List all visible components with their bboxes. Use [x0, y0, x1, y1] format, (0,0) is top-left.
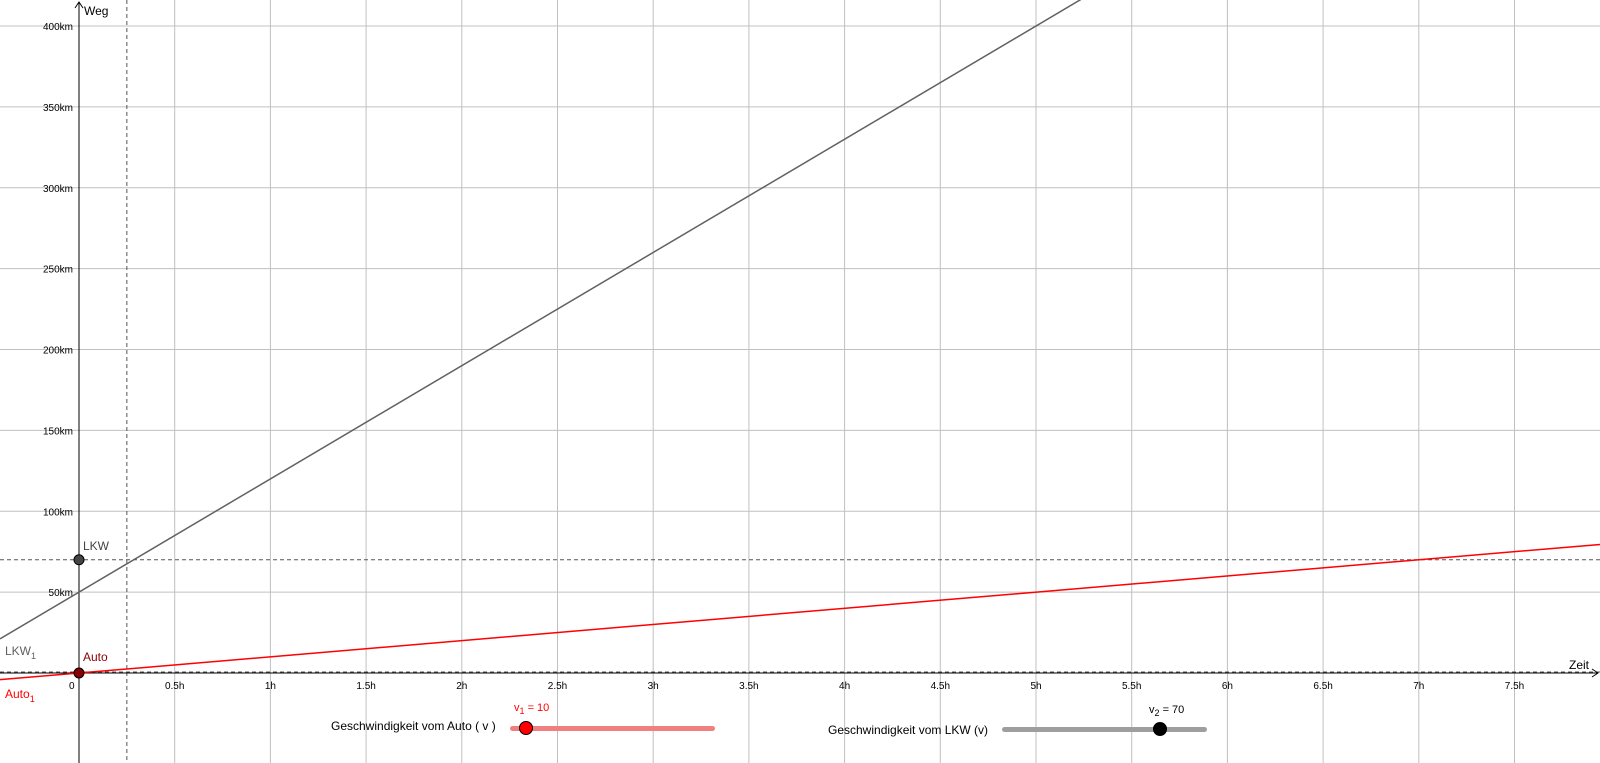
slider-v1-track[interactable] [510, 726, 715, 731]
x-tick-label: 5h [1030, 681, 1041, 692]
y-tick-label: 350km [43, 103, 73, 114]
x-tick-label: 3h [648, 681, 659, 692]
tick-labels: 0 0.5h 1h 1.5h 2h 2.5h 3h 3.5h 4h 4.5h 5h 5.5h 6h 6.5… [43, 22, 1524, 692]
slider-v1-knob[interactable] [519, 721, 534, 735]
x-tick-label: 1h [265, 681, 276, 692]
x-tick-label: 4h [839, 681, 850, 692]
line-lkw [0, 0, 1082, 640]
x-tick-label: 7.5h [1505, 681, 1524, 692]
slider-v2-caption: Geschwindigkeit vom LKW (v) [828, 723, 989, 737]
line-lkw-label: LKW1 [5, 644, 36, 661]
x-axis-arrow [1591, 668, 1599, 678]
line-auto-label: Auto1 [5, 687, 35, 704]
x-axis-label: Zeit [1569, 658, 1590, 672]
x-tick-label: 0.5h [165, 681, 184, 692]
y-tick-label: 100km [43, 507, 73, 518]
y-axis-label: Weg [84, 4, 108, 18]
x-tick-label: 1.5h [356, 681, 375, 692]
y-tick-label: 300km [43, 184, 73, 195]
y-tick-label: 400km [43, 22, 73, 33]
point-lkw [73, 554, 85, 566]
y-tick-label: 150km [43, 426, 73, 437]
y-tick-label: 200km [43, 346, 73, 357]
x-tick-label: 7h [1413, 681, 1424, 692]
x-tick-label: 3.5h [739, 681, 758, 692]
x-tick-label: 2.5h [548, 681, 567, 692]
x-tick-label: 6h [1222, 681, 1233, 692]
slider-v1-caption: Geschwindigkeit vom Auto ( v ) [331, 719, 496, 733]
point-auto-label: Auto [83, 650, 108, 664]
slider-v2-value: v2 = 70 [1149, 704, 1185, 719]
x-tick-label: 5.5h [1122, 681, 1141, 692]
slider-v1-value: v1 = 10 [514, 702, 550, 717]
x-tick-label: 2h [456, 681, 467, 692]
slider-v2-knob[interactable] [1152, 722, 1167, 736]
x-tick-label: 4.5h [931, 681, 950, 692]
y-tick-label: 50km [49, 588, 73, 599]
line-auto [0, 543, 1600, 681]
point-auto [73, 667, 85, 679]
function-lines: LKW1 Auto1 [0, 0, 1600, 704]
x-tick-label: 6.5h [1313, 681, 1332, 692]
point-lkw-label: LKW [83, 539, 110, 553]
y-axis-arrow [74, 1, 84, 9]
origin-label: 0 [69, 681, 75, 692]
y-tick-label: 250km [43, 265, 73, 276]
points: LKW Auto [73, 539, 110, 679]
slider-v2-track[interactable] [1002, 727, 1207, 732]
